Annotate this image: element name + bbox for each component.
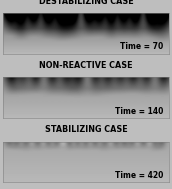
Text: Time = 140: Time = 140 [115, 107, 164, 116]
Text: DESTABILIZING CASE: DESTABILIZING CASE [39, 0, 133, 6]
Text: STABILIZING CASE: STABILIZING CASE [45, 125, 127, 134]
Text: NON-REACTIVE CASE: NON-REACTIVE CASE [39, 61, 133, 70]
Text: Time = 70: Time = 70 [120, 42, 164, 51]
Text: Time = 420: Time = 420 [115, 171, 164, 180]
